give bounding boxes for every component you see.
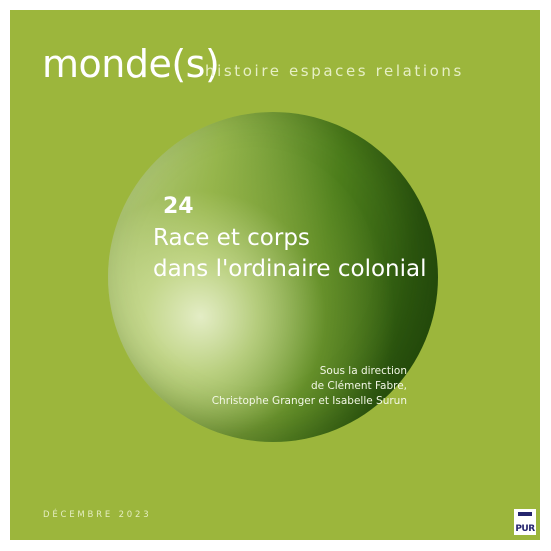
issue-title-line-1: Race et corps <box>153 225 310 251</box>
publisher-logo-text: PUR <box>515 524 535 534</box>
book-cover: monde(s) histoire espaces relations 24 R… <box>10 10 540 540</box>
editors-line-1: Sous la direction <box>319 365 407 377</box>
journal-title: monde(s) <box>42 42 220 86</box>
journal-subtitle: histoire espaces relations <box>205 62 464 80</box>
issue-title: Race et corps dans l'ordinaire colonial <box>153 223 427 285</box>
issue-title-line-2: dans l'ordinaire colonial <box>153 256 427 282</box>
publisher-logo: PUR <box>514 509 536 535</box>
publication-date: DÉCEMBRE 2023 <box>43 510 152 520</box>
editors-credit: Sous la direction de Clément Fabre, Chri… <box>212 364 407 409</box>
green-sphere-graphic <box>108 112 438 442</box>
editors-line-2: de Clément Fabre, <box>310 380 407 392</box>
publisher-logo-mark <box>518 512 532 516</box>
editors-line-3: Christophe Granger et Isabelle Surun <box>211 395 407 407</box>
issue-number: 24 <box>163 194 194 219</box>
